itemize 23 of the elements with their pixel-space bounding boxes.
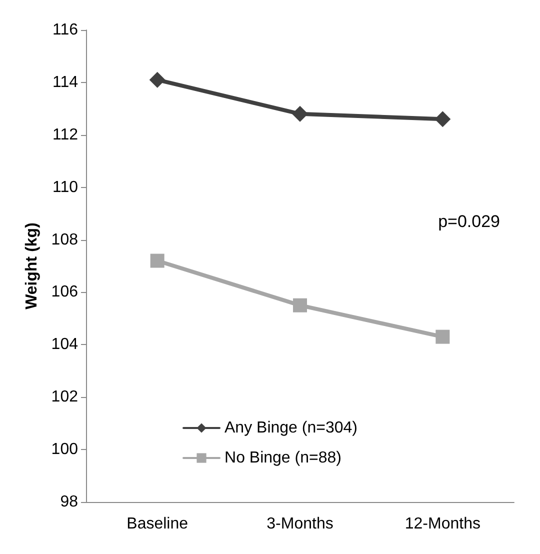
y-tick-label: 116 (52, 22, 78, 38)
point (150, 254, 164, 268)
y-tick-label: 100 (51, 441, 78, 458)
y-axis-title: Weight (kg) (24, 222, 40, 310)
point (293, 298, 307, 312)
point (434, 111, 451, 128)
point (436, 330, 450, 344)
x-tick-label: Baseline (126, 516, 188, 532)
point (149, 72, 166, 88)
point (292, 106, 308, 122)
y-tick-label: 106 (51, 284, 78, 301)
y-tick-label: 104 (51, 336, 78, 354)
y-tick-label: 110 (52, 178, 78, 196)
y-tick-label: 112 (52, 126, 78, 144)
y-tick-label: 98 (60, 494, 78, 510)
legend-label: Any Binge (n=304) (224, 420, 358, 436)
y-tick-label: 102 (51, 388, 78, 406)
y-tick-label: 114 (52, 74, 78, 91)
x-tick-label: 3-Months (266, 516, 334, 532)
legend-label: No Binge (n=88) (224, 450, 342, 466)
annotation: p=0.029 (438, 212, 500, 231)
x-tick-label: 12-Months (404, 516, 480, 532)
y-tick-label: 108 (51, 231, 78, 248)
